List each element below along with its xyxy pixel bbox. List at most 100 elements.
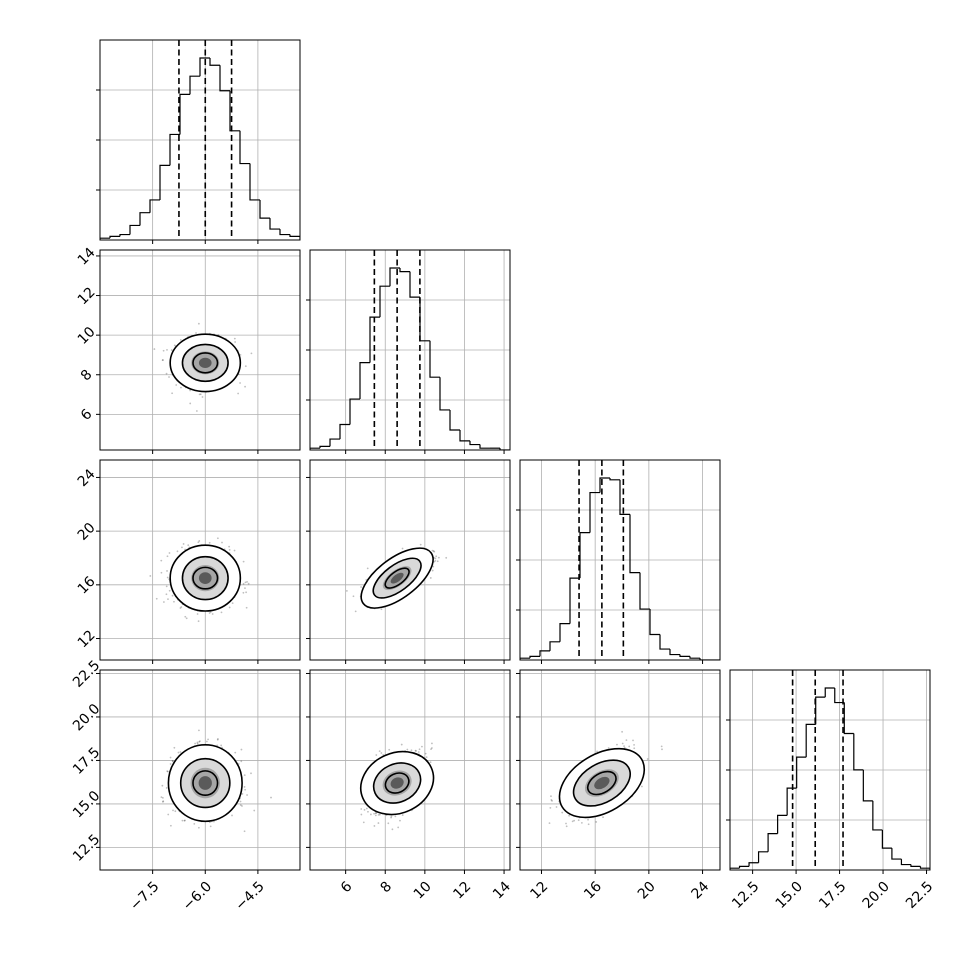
histogram-bin [340,425,350,440]
scatter-point [186,617,188,619]
scatter-point [420,544,422,546]
histogram-bin [160,165,170,200]
histogram-bin [190,76,200,94]
y-tick-label: 20.0 [70,701,103,734]
scatter-point [418,751,420,753]
scatter-point [168,376,170,378]
scatter-point [206,741,208,743]
scatter-point [209,612,211,614]
scatter-point [438,557,440,559]
scatter-point [174,810,176,812]
histogram-bin [180,94,190,134]
scatter-point [375,754,377,756]
scatter-point [167,598,169,600]
histogram-bin [670,649,680,654]
scatter-point [178,752,180,754]
scatter-point [163,350,165,352]
histogram-bin [130,225,140,234]
scatter-point [437,560,439,562]
scatter-point [153,348,155,350]
scatter-point [175,384,177,386]
scatter-point [197,743,199,745]
scatter-point [379,750,381,752]
scatter-point [166,770,168,772]
scatter-point [242,592,244,594]
scatter-point [212,613,214,615]
panel-2-1 [306,460,510,664]
y-tick-label: 17.5 [70,744,103,777]
scatter-point [183,543,185,545]
scatter-point [251,352,253,354]
scatter-point [245,582,247,584]
histogram-bin [270,218,280,229]
scatter-point [232,602,234,604]
scatter-point [364,809,366,811]
histogram-bin [250,164,260,200]
scatter-point [166,593,168,595]
scatter-point [248,583,250,585]
scatter-point [433,550,435,552]
scatter-point [435,555,437,557]
density-2-0 [149,537,249,622]
scatter-point [217,537,219,539]
scatter-point [378,822,380,824]
scatter-point [162,801,164,803]
scatter-point [170,763,172,765]
scatter-point [244,830,246,832]
y-tick-label: 22.5 [70,658,103,691]
density-3-0 [161,729,272,832]
scatter-point [170,825,172,827]
histogram-bin [610,478,620,480]
histogram-bin [110,236,120,238]
scatter-point [360,808,362,810]
scatter-point [162,359,164,361]
histogram-bin [550,642,560,651]
scatter-point [632,740,634,742]
scatter-point [245,365,247,367]
scatter-point [375,812,377,814]
scatter-point [234,338,236,340]
scatter-point [253,810,255,812]
histogram-bin [410,272,420,297]
y-tick-label: 8 [78,367,96,385]
scatter-point [391,816,393,818]
scatter-point [166,349,168,351]
y-tick-label: 6 [78,406,96,424]
scatter-point [245,591,247,593]
histogram-bin [390,268,400,286]
scatter-point [421,746,423,748]
histogram-bin [460,430,470,441]
scatter-point [210,825,212,827]
histogram-bin [350,399,360,424]
scatter-point [244,587,246,589]
scatter-point [367,811,369,813]
scatter-point [556,806,558,808]
x-tick-label: 14 [490,879,514,903]
histogram-bin [150,200,160,213]
scatter-point [240,801,242,803]
scatter-point [195,332,197,334]
scatter-point [388,749,390,751]
scatter-point [246,607,248,609]
histogram-bin [690,656,700,658]
scatter-point [180,339,182,341]
histogram-bin [210,58,220,65]
scatter-point [156,598,158,600]
scatter-point [402,814,404,816]
scatter-point [162,797,164,799]
scatter-point [399,820,401,822]
scatter-point [166,585,168,587]
scatter-point [647,758,649,760]
scatter-point [234,550,236,552]
scatter-point [202,396,204,398]
density-1-0 [153,323,252,412]
scatter-point [197,541,199,543]
scatter-point [207,738,209,740]
scatter-point [161,572,163,574]
histogram-bin [650,609,660,634]
scatter-point [392,828,394,830]
scatter-point [419,748,421,750]
x-tick-label: 8 [378,879,396,897]
